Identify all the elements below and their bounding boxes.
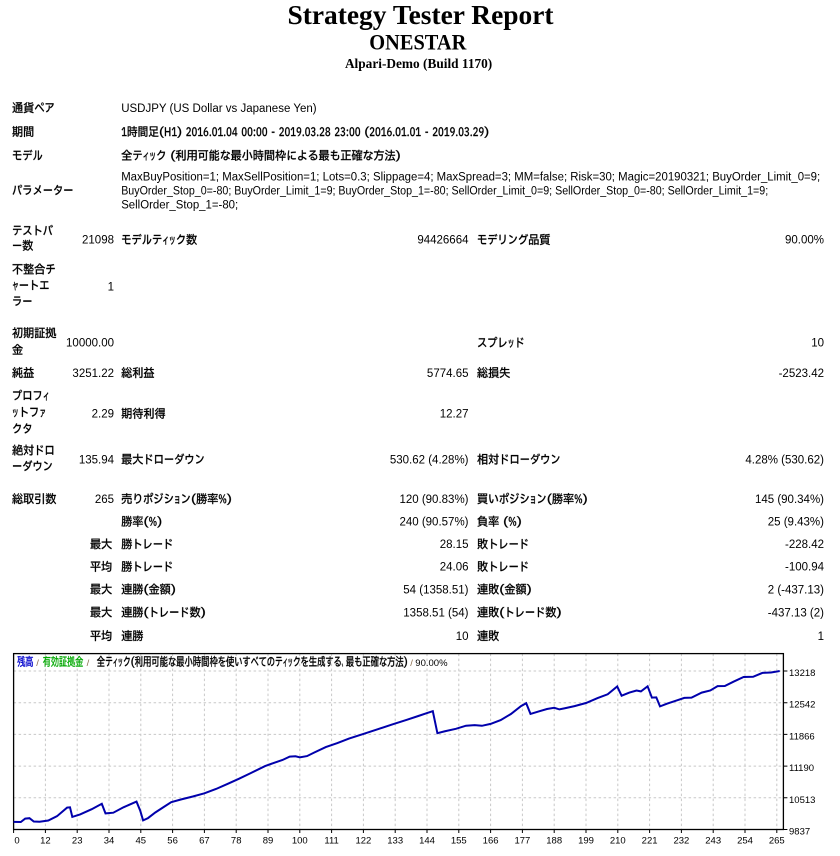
svg-text:265: 265 (769, 836, 785, 847)
svg-text:120 (90.83%): 120 (90.83%) (399, 494, 468, 506)
svg-text:221: 221 (642, 836, 658, 847)
svg-text:166: 166 (483, 836, 499, 847)
svg-text:Strategy Tester Report: Strategy Tester Report (288, 0, 554, 30)
svg-text:254: 254 (737, 836, 753, 847)
svg-text:1: 1 (818, 631, 824, 643)
svg-text:2.29: 2.29 (92, 409, 114, 421)
svg-text:90.00%: 90.00% (785, 235, 824, 247)
svg-text:2 (-437.13): 2 (-437.13) (768, 584, 824, 596)
svg-text:4.28% (530.62): 4.28% (530.62) (745, 454, 824, 466)
svg-text:5774.65: 5774.65 (427, 368, 469, 380)
svg-text:MaxBuyPosition=1; MaxSellPosit: MaxBuyPosition=1; MaxSellPosition=1; Lot… (121, 171, 820, 183)
svg-text:BuyOrder_Stop_0=-80; BuyOrder_: BuyOrder_Stop_0=-80; BuyOrder_Limit_1=9;… (121, 185, 768, 197)
svg-text:10513: 10513 (789, 795, 815, 806)
svg-text:232: 232 (673, 836, 689, 847)
svg-text:243: 243 (705, 836, 721, 847)
svg-text:78: 78 (231, 836, 242, 847)
svg-text:ONESTAR: ONESTAR (369, 30, 467, 55)
svg-text:0: 0 (14, 836, 19, 847)
svg-text:24.06: 24.06 (440, 562, 469, 574)
svg-text:188: 188 (546, 836, 562, 847)
svg-text:90.00%: 90.00% (415, 658, 448, 669)
svg-text:177: 177 (514, 836, 530, 847)
svg-text:1: 1 (108, 282, 114, 294)
svg-text:56: 56 (167, 836, 178, 847)
svg-text:10: 10 (456, 631, 469, 643)
svg-text:3251.22: 3251.22 (72, 368, 114, 380)
svg-text:89: 89 (263, 836, 274, 847)
svg-text:Alpari-Demo (Build 1170): Alpari-Demo (Build 1170) (345, 57, 493, 72)
svg-text:-437.13 (2): -437.13 (2) (768, 607, 824, 619)
svg-text:/: / (410, 658, 413, 669)
svg-text:94426664: 94426664 (417, 235, 469, 247)
svg-text:122: 122 (355, 836, 371, 847)
svg-text:34: 34 (104, 836, 115, 847)
svg-text:SellOrder_Stop_1=-80;: SellOrder_Stop_1=-80; (121, 199, 238, 211)
svg-text:11190: 11190 (789, 763, 814, 774)
svg-text:10: 10 (811, 338, 824, 350)
svg-text:12.27: 12.27 (440, 409, 469, 421)
svg-text:10000.00: 10000.00 (66, 338, 114, 350)
svg-text:/: / (87, 658, 90, 669)
svg-text:11866: 11866 (789, 731, 815, 742)
svg-text:12: 12 (40, 836, 51, 847)
svg-text:54 (1358.51): 54 (1358.51) (403, 584, 468, 596)
svg-text:25 (9.43%): 25 (9.43%) (768, 517, 824, 529)
svg-text:12542: 12542 (789, 700, 815, 711)
svg-text:-100.94: -100.94 (785, 562, 825, 574)
svg-text:-228.42: -228.42 (785, 539, 824, 551)
svg-text:155: 155 (451, 836, 467, 847)
svg-text:USDJPY (US Dollar vs Japanese: USDJPY (US Dollar vs Japanese Yen) (121, 103, 317, 115)
svg-text:-2523.42: -2523.42 (779, 368, 824, 380)
svg-text:144: 144 (419, 836, 435, 847)
svg-text:240 (90.57%): 240 (90.57%) (399, 517, 468, 529)
svg-text:100: 100 (292, 836, 308, 847)
svg-text:13218: 13218 (789, 668, 815, 679)
svg-text:145 (90.34%): 145 (90.34%) (755, 494, 824, 506)
svg-text:210: 210 (610, 836, 626, 847)
svg-text:9837: 9837 (789, 827, 810, 838)
svg-text:111: 111 (324, 836, 338, 847)
svg-text:45: 45 (136, 836, 147, 847)
svg-text:23: 23 (72, 836, 83, 847)
svg-text:/: / (36, 658, 39, 669)
svg-text:1358.51 (54): 1358.51 (54) (403, 607, 468, 619)
svg-text:199: 199 (578, 836, 594, 847)
svg-text:133: 133 (387, 836, 403, 847)
svg-text:265: 265 (95, 494, 114, 506)
svg-text:530.62 (4.28%): 530.62 (4.28%) (390, 454, 469, 466)
svg-text:135.94: 135.94 (79, 454, 115, 466)
svg-text:28.15: 28.15 (440, 539, 469, 551)
svg-text:21098: 21098 (82, 235, 114, 247)
svg-text:67: 67 (199, 836, 210, 847)
